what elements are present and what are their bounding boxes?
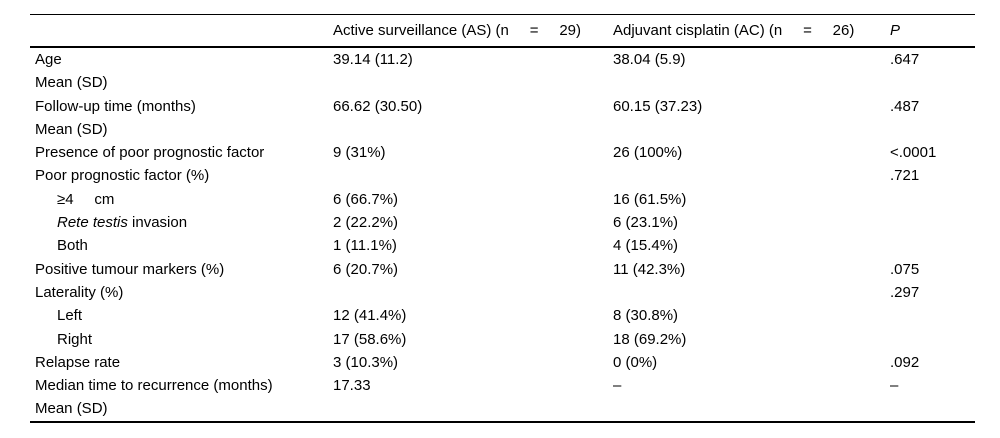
ac-value-cell: 4 (15.4%) (613, 237, 679, 255)
row-label: Mean (SD) (35, 74, 108, 92)
as-value-cell: 12 (41.4%) (333, 307, 407, 325)
as-value-cell (333, 71, 613, 94)
row-label: Rete testis invasion (30, 211, 333, 234)
rete-testis-italic: Rete testis (57, 214, 128, 232)
table-row-poor-prognostic-factor: Poor prognostic factor (%) .721 (30, 164, 975, 187)
table-row-followup-mean-sd: Mean (SD) (30, 118, 975, 141)
as-value-cell: 2 (22.2%) (333, 214, 399, 232)
table-row-rete-testis: Rete testis invasion 2 (22.2%) 6 (23.1%) (30, 211, 975, 234)
as-value-cell: 3 (10.3%) (333, 353, 399, 371)
row-label: Right (57, 330, 93, 348)
row-label: Mean (SD) (35, 400, 108, 418)
table-row-followup: Follow-up time (months) 66.62 (30.50) 60… (30, 95, 975, 118)
table-row-left: Left 12 (41.4%) 8 (30.8%) (30, 304, 975, 327)
p-value-cell (890, 234, 975, 257)
ac-value-cell: 18 (69.2%) (613, 330, 687, 348)
ac-value-cell: 60.15 (37.23) (613, 97, 703, 115)
p-value-cell: .075 (890, 260, 920, 278)
table-row-tumour-markers: Positive tumour markers (%) 6 (20.7%) 11… (30, 258, 975, 281)
as-value-cell (333, 397, 613, 421)
as-value-cell (333, 164, 613, 187)
p-value-cell: .092 (890, 353, 920, 371)
as-value-cell: 6 (66.7%) (333, 190, 399, 208)
as-value-cell: 66.62 (30.50) (333, 97, 423, 115)
ac-value-cell (613, 71, 890, 94)
header-ac-group: Adjuvant cisplatin (AC) (n = 26) (613, 14, 890, 48)
as-value-cell: 1 (11.1%) (333, 237, 397, 255)
table-row-laterality: Laterality (%) .297 (30, 281, 975, 304)
header-p-value: P (890, 14, 975, 48)
row-label: Positive tumour markers (%) (35, 260, 225, 278)
ac-value-cell: 38.04 (5.9) (613, 51, 686, 68)
p-value-cell: .721 (890, 167, 920, 185)
as-value-cell: 9 (31%) (333, 144, 386, 162)
row-label: Follow-up time (months) (35, 97, 196, 115)
table-row-median-recurrence: Median time to recurrence (months) 17.33… (30, 374, 975, 397)
table-header: Active surveillance (AS) (n = 29) Adjuva… (30, 14, 975, 48)
p-value-cell (890, 211, 975, 234)
row-label: Relapse rate (35, 353, 121, 371)
row-label: Presence of poor prognostic factor (35, 144, 265, 162)
header-as-group: Active surveillance (AS) (n = 29) (333, 14, 613, 48)
p-value-cell (890, 397, 975, 421)
p-value-cell: – (890, 377, 899, 395)
row-label: Mean (SD) (35, 120, 108, 138)
row-label: Laterality (%) (35, 283, 124, 301)
table-row-ge4cm: ≥4 cm 6 (66.7%) 16 (61.5%) (30, 188, 975, 211)
p-value-cell (890, 71, 975, 94)
as-value-cell: 17 (58.6%) (333, 330, 407, 348)
comparison-table: Active surveillance (AS) (n = 29) Adjuva… (30, 14, 975, 423)
table-row-right: Right 17 (58.6%) 18 (69.2%) (30, 328, 975, 351)
p-value-cell (890, 304, 975, 327)
p-value-cell: .297 (890, 283, 920, 301)
ac-value-cell: 6 (23.1%) (613, 214, 679, 232)
header-empty-cell (30, 14, 333, 48)
row-label: ≥4 cm (57, 190, 115, 208)
ac-value-cell (613, 118, 890, 141)
table-row-presence-poor-prognostic: Presence of poor prognostic factor 9 (31… (30, 141, 975, 164)
p-value-cell: .647 (890, 51, 920, 68)
ac-value-cell: 0 (0%) (613, 353, 658, 371)
row-label: Median time to recurrence (months) (35, 377, 273, 395)
as-value-cell (333, 118, 613, 141)
table-row-relapse-rate: Relapse rate 3 (10.3%) 0 (0%) .092 (30, 351, 975, 374)
header-row: Active surveillance (AS) (n = 29) Adjuva… (30, 14, 975, 48)
ac-value-cell: 16 (61.5%) (613, 190, 687, 208)
ac-value-cell: 11 (42.3%) (613, 260, 686, 278)
table-row-age-mean-sd: Mean (SD) (30, 71, 975, 94)
ac-value-cell (613, 281, 890, 304)
ac-value-cell: 8 (30.8%) (613, 307, 679, 325)
p-value-cell (890, 188, 975, 211)
ac-value-cell (613, 164, 890, 187)
table-row-recurrence-mean-sd: Mean (SD) (30, 397, 975, 421)
table-body: Age 39.14 (11.2) 38.04 (5.9) .647 Mean (… (30, 47, 975, 422)
ac-value-cell: – (613, 377, 622, 395)
as-value-cell: 6 (20.7%) (333, 260, 399, 278)
row-label: Poor prognostic factor (%) (35, 167, 210, 185)
p-value-cell: .487 (890, 97, 920, 115)
row-label: Both (57, 237, 88, 255)
ac-value-cell: 26 (100%) (613, 144, 683, 162)
table-row-both: Both 1 (11.1%) 4 (15.4%) (30, 234, 975, 257)
as-value-cell: 39.14 (11.2) (333, 51, 413, 68)
row-label: Left (57, 307, 83, 325)
p-value-cell: <.0001 (890, 144, 937, 162)
table-row-age: Age 39.14 (11.2) 38.04 (5.9) .647 (30, 47, 975, 71)
as-value-cell: 17.33 (333, 377, 371, 395)
rete-testis-rest: invasion (127, 214, 188, 232)
p-value-cell (890, 118, 975, 141)
as-value-cell (333, 281, 613, 304)
row-label: Age (35, 51, 62, 68)
p-value-cell (890, 328, 975, 351)
ac-value-cell (613, 397, 890, 421)
